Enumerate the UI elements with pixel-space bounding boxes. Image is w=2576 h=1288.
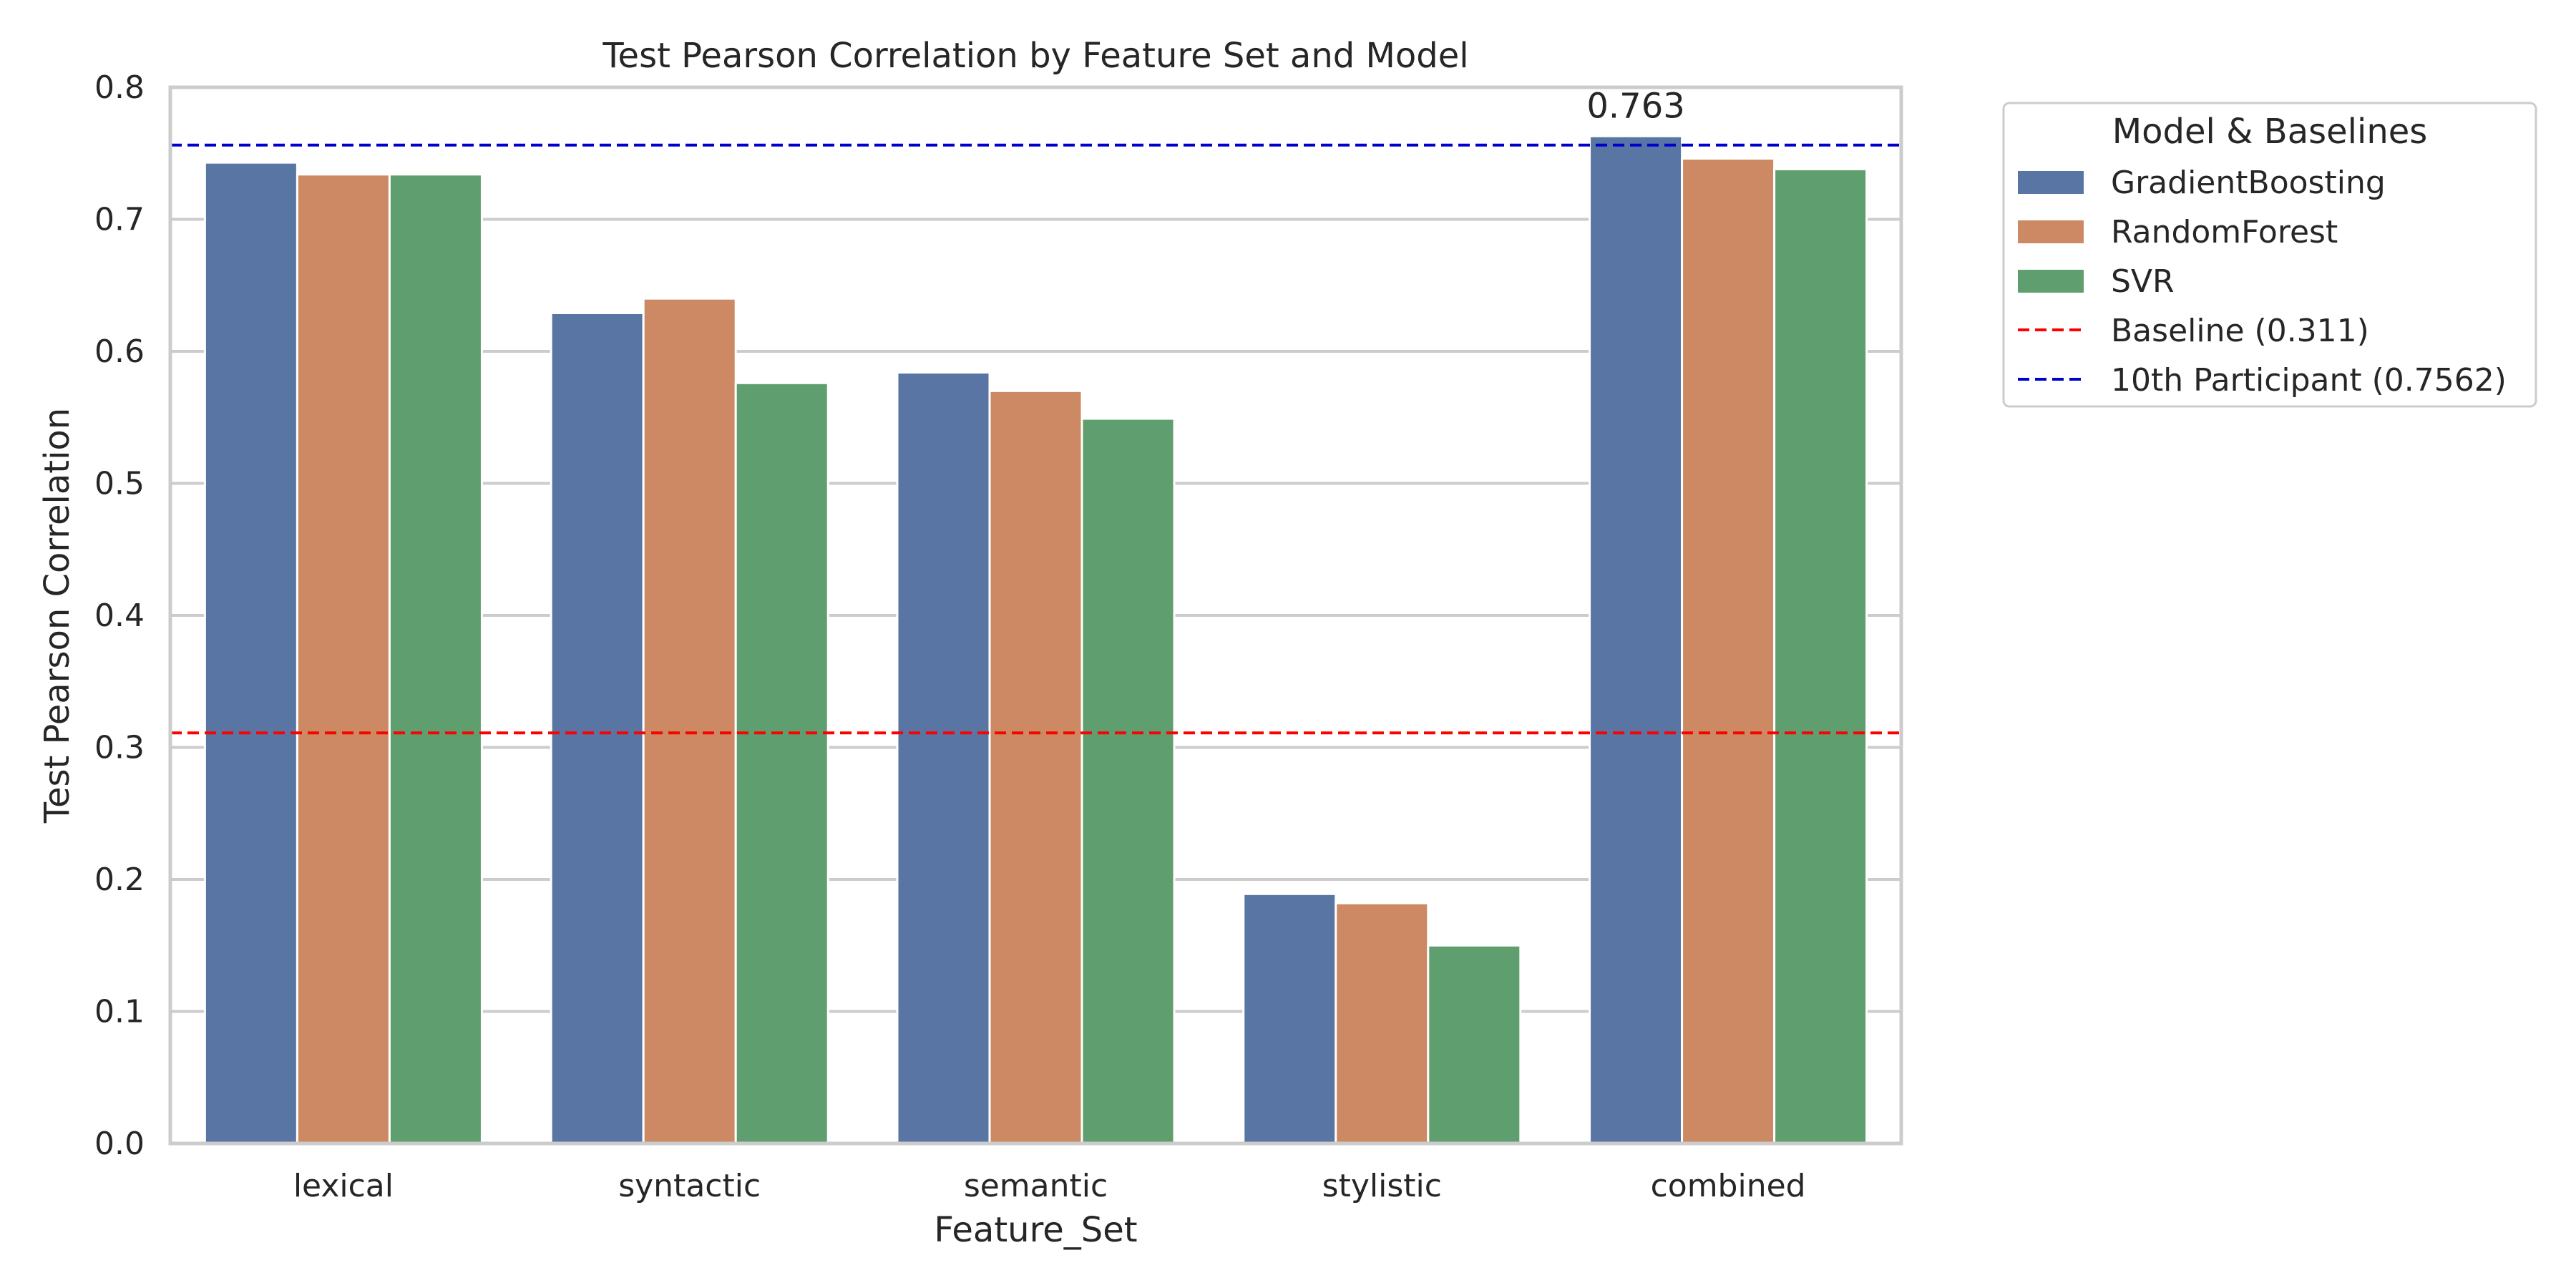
y-tick-label: 0.3 xyxy=(94,730,145,766)
bars xyxy=(203,135,1868,1145)
legend-label: RandomForest xyxy=(2111,214,2338,250)
plot-frame xyxy=(168,85,1903,1146)
legend-items: GradientBoosting RandomForest SVR Baseline … xyxy=(2018,165,2507,399)
x-tick-label: syntactic xyxy=(618,1168,761,1204)
reference-lines xyxy=(170,143,1901,735)
legend-swatch xyxy=(2018,220,2084,243)
legend-label: Baseline (0.311) xyxy=(2111,313,2369,349)
x-tick-label: stylistic xyxy=(1322,1168,1442,1204)
x-tick-label: combined xyxy=(1651,1168,1806,1204)
y-tick-label: 0.7 xyxy=(94,202,145,238)
bar-stylistic-RandomForest xyxy=(1335,902,1430,1145)
bar-combined-GradientBoosting xyxy=(1589,135,1684,1145)
y-tick-label: 0.8 xyxy=(94,69,145,106)
y-tick-labels: 0.0 0.1 0.2 0.3 0.4 0.5 0.6 0.7 0.8 xyxy=(94,69,145,1162)
x-tick-label: semantic xyxy=(964,1168,1108,1204)
bar-lexical-RandomForest xyxy=(296,173,391,1145)
y-axis-title: Test Pearson Correlation xyxy=(37,408,77,824)
legend-swatch xyxy=(2018,270,2084,293)
legend-label: SVR xyxy=(2111,263,2175,300)
bar-semantic-GradientBoosting xyxy=(896,371,991,1145)
bar-syntactic-GradientBoosting xyxy=(550,311,645,1145)
bar-lexical-SVR xyxy=(388,173,483,1145)
y-tick-label: 0.6 xyxy=(94,333,145,370)
bar-stylistic-SVR xyxy=(1427,944,1522,1145)
bar-semantic-RandomForest xyxy=(988,389,1083,1145)
bar-combined-SVR xyxy=(1773,167,1868,1145)
bar-lexical-GradientBoosting xyxy=(203,161,298,1145)
legend-box xyxy=(2002,102,2537,408)
y-tick-label: 0.0 xyxy=(94,1126,145,1162)
bar-syntactic-RandomForest xyxy=(642,297,737,1145)
bar-syntactic-SVR xyxy=(734,381,829,1145)
chart-title: Test Pearson Correlation by Feature Set … xyxy=(602,36,1468,76)
bar-semantic-SVR xyxy=(1080,417,1176,1145)
legend-title: Model & Baselines xyxy=(2112,112,2428,152)
bar-combined-RandomForest xyxy=(1681,157,1776,1145)
bar-stylistic-GradientBoosting xyxy=(1242,892,1337,1145)
legend-label: GradientBoosting xyxy=(2111,165,2386,201)
y-tick-label: 0.1 xyxy=(94,994,145,1030)
y-tick-label: 0.5 xyxy=(94,466,145,502)
legend-swatch xyxy=(2018,171,2084,194)
x-tick-label: lexical xyxy=(293,1168,394,1204)
x-axis-title: Feature_Set xyxy=(934,1210,1137,1250)
bar-value-label: 0.763 xyxy=(1586,86,1684,126)
legend: Model & Baselines GradientBoosting Random… xyxy=(2002,102,2537,408)
legend-label: 10th Participant (0.7562) xyxy=(2111,362,2507,399)
annotations: 0.763 xyxy=(1586,86,1684,126)
y-tick-label: 0.2 xyxy=(94,862,145,898)
y-tick-label: 0.4 xyxy=(94,597,145,634)
x-tick-labels: lexical syntactic semantic stylistic combine… xyxy=(293,1168,1806,1204)
